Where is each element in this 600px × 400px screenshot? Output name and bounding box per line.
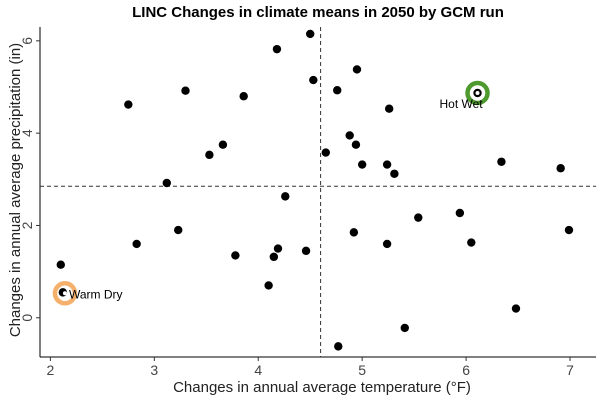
- y-tick-label: 2: [19, 221, 35, 229]
- data-point: [124, 100, 133, 109]
- plot-area: 2 3 4 5 6 7 0 2 4 6 Hot Wet Warm Dry: [19, 27, 596, 378]
- highlight-center: [475, 91, 480, 95]
- annotation-hot-wet: Hot Wet: [440, 97, 484, 111]
- data-point: [390, 169, 399, 178]
- data-point: [349, 228, 359, 237]
- data-point: [301, 246, 311, 256]
- data-point: [309, 75, 318, 85]
- data-point: [273, 244, 283, 253]
- data-point: [352, 65, 362, 74]
- x-tick-label: 5: [358, 362, 366, 378]
- data-point: [231, 251, 240, 260]
- data-point: [345, 131, 354, 140]
- highlight-ring: [465, 80, 490, 106]
- x-tick-label: 3: [150, 362, 158, 378]
- data-point: [467, 238, 476, 247]
- data-point: [556, 164, 565, 173]
- data-point: [306, 29, 315, 39]
- data-point: [239, 92, 248, 101]
- data-point: [321, 148, 330, 157]
- data-point: [382, 239, 392, 249]
- highlight-ring: [52, 281, 78, 306]
- data-point: [264, 281, 273, 290]
- data-point: [205, 150, 214, 160]
- data-point: [272, 44, 282, 54]
- data-point: [334, 342, 343, 351]
- x-tick-label: 4: [254, 362, 262, 378]
- data-point: [333, 86, 342, 95]
- data-point: [414, 213, 423, 222]
- data-point: [351, 140, 361, 149]
- chart-title: LINC Changes in climate means in 2050 by…: [132, 4, 504, 21]
- y-tick-label: 4: [19, 129, 35, 137]
- x-tick-label: 6: [462, 362, 470, 378]
- y-axis-label: Changes in annual average precipitation …: [7, 43, 24, 337]
- y-tick-label: 0: [19, 314, 35, 322]
- data-point: [162, 178, 171, 188]
- data-point: [400, 323, 409, 333]
- data-point: [511, 304, 521, 313]
- data-point: [181, 86, 190, 95]
- x-tick-label: 7: [566, 362, 574, 378]
- data-point: [218, 140, 228, 149]
- data-point: [269, 252, 279, 262]
- annotation-warm-dry: Warm Dry: [69, 287, 123, 301]
- data-point: [56, 260, 65, 269]
- highlight-center: [62, 291, 67, 296]
- data-point: [174, 225, 183, 235]
- data-point: [455, 208, 465, 218]
- data-point: [564, 225, 574, 235]
- x-axis-label: Changes in annual average temperature (°…: [173, 379, 471, 396]
- x-tick-label: 2: [46, 362, 54, 378]
- data-point: [132, 239, 141, 249]
- data-point: [382, 160, 392, 169]
- data-point: [497, 157, 506, 166]
- data-point: [281, 192, 290, 201]
- data-point: [384, 104, 394, 113]
- data-point: [357, 160, 367, 169]
- y-tick-label: 6: [19, 37, 35, 45]
